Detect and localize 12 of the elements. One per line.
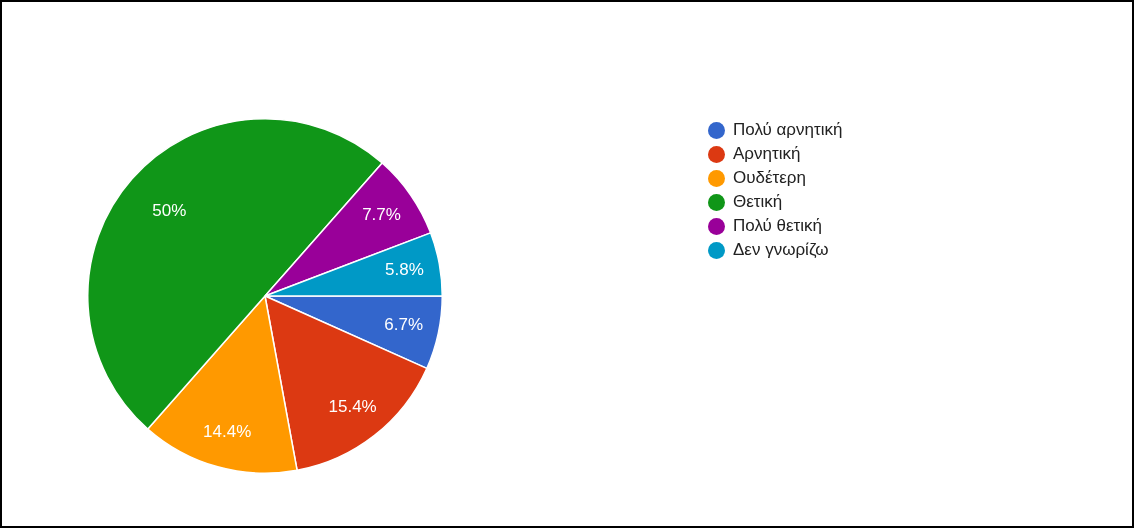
legend-label: Δεν γνωρίζω	[733, 240, 829, 260]
data-label: 14.4%	[203, 422, 252, 442]
legend-label: Πολύ αρνητική	[733, 120, 843, 140]
legend-label: Πολύ θετική	[733, 216, 823, 236]
data-label: 7.7%	[362, 204, 401, 224]
legend-label: Αρνητική	[733, 144, 801, 164]
data-label: 50%	[152, 201, 187, 221]
data-label: 5.8%	[385, 259, 424, 279]
data-label: 6.7%	[384, 315, 424, 335]
legend-label: Ουδέτερη	[733, 168, 806, 188]
legend-label: Θετική	[733, 192, 783, 212]
data-label: 15.4%	[328, 397, 377, 417]
